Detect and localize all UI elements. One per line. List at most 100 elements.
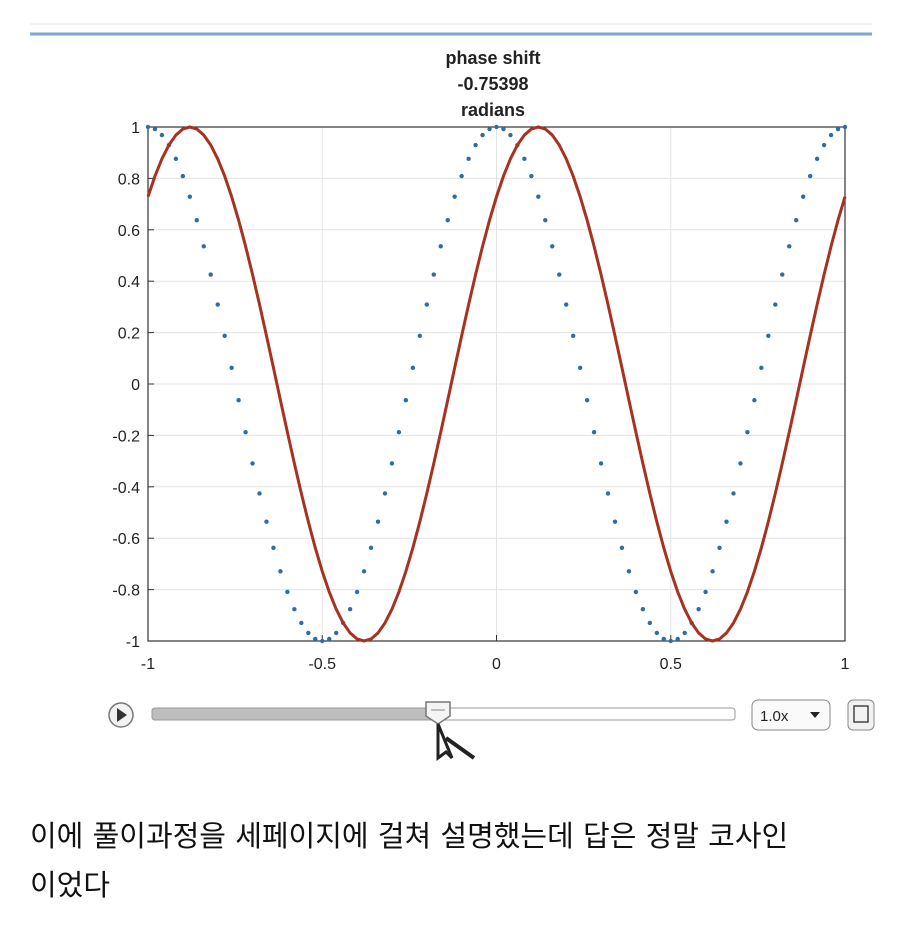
x-tick-label: 0.5 [660,656,682,673]
data-dot [229,365,234,371]
data-dot [236,397,241,403]
data-line [146,125,847,643]
y-tick-label: -0.2 [112,428,140,445]
data-dot [828,132,834,138]
y-tick-label: 0 [131,377,140,394]
play-icon [117,708,127,722]
y-tick-label: 1 [131,120,140,137]
y-tick-label: 0.2 [118,326,140,343]
data-dot [389,461,395,466]
data-dot [731,491,736,496]
data-dot [194,217,199,223]
data-dot [333,630,339,636]
data-dot [724,519,729,524]
data-dot [557,272,562,277]
data-dot [368,545,374,551]
player-bar: 1.0x [108,699,875,761]
data-dot [145,124,151,130]
data-dot [584,397,590,403]
data-dot [591,429,597,435]
export-button[interactable] [847,699,875,731]
data-dot [794,217,799,223]
x-tick-label: 0 [492,656,501,673]
dropdown-arrow [810,712,820,718]
data-dot [396,429,402,435]
data-dot [814,156,820,161]
data-dot [494,124,499,130]
data-dot [222,333,227,339]
data-dot [738,461,743,466]
y-tick-label: -0.4 [112,480,140,497]
data-dot [598,461,604,466]
caption: 이에 풀이과정을 세페이지에 걸쳐 설명했는데 답은 정말 코사인 이었다 [30,812,890,910]
data-dot [564,302,569,307]
data-dot [152,126,158,132]
y-tick-label: 0.4 [118,274,140,291]
mouse-cursor [436,723,454,761]
data-dot [438,244,443,249]
data-dot [424,302,429,307]
data-dot [327,636,332,642]
speed-dropdown[interactable] [751,699,831,731]
data-dot [759,365,764,371]
export-icon [853,705,869,723]
data-dot [480,132,485,138]
data-dot [570,333,576,339]
data-dot [473,142,478,148]
data-dot [180,173,186,179]
data-dot [619,545,625,551]
data-dot [403,397,409,403]
data-dot [745,429,750,435]
data-dot [173,156,179,161]
data-dot [347,607,353,612]
data-dot [278,569,283,574]
data-dot [299,620,304,626]
data-dot [668,638,673,644]
x-tick-label: -1 [141,656,155,673]
data-dot [605,491,611,496]
data-dot [320,638,325,644]
data-dot [696,607,701,612]
y-tick-label: -1 [126,634,140,651]
screenshot: phase shift -0.75398 radians -1 -0.8 -0.6 -0.4… [30,23,875,761]
data-dot [487,126,492,132]
data-dot [285,589,290,595]
data-dot [187,194,193,199]
plot: phase shift -0.75398 radians -1 -0.8 -0.6 -0.4… [112,48,849,673]
data-dot [550,244,555,249]
mouse-cursor-tail [444,736,476,760]
data-dot [807,173,813,179]
data-dot [640,607,646,612]
data-dot [835,126,841,132]
data-dot [529,173,534,179]
y-tick-label: 0.6 [118,223,140,240]
speed-label: 1.0x [760,708,789,725]
data-dot [159,132,165,138]
data-dot [654,630,660,636]
caption-line: 이었다 [30,868,111,902]
data-dot [703,589,708,595]
data-dot [306,630,311,636]
data-dot [773,302,778,307]
data-dot [717,545,722,551]
slider-progress [151,707,439,721]
data-dot [787,244,792,249]
chart-title: -0.75398 [457,74,528,94]
data-dot [821,142,827,148]
caption-line: 이에 풀이과정을 세페이지에 걸쳐 설명했는데 답은 정말 코사인 [30,819,789,853]
data-dot [752,397,757,403]
data-dot [501,126,506,132]
data-dot [354,589,360,595]
data-dot [250,461,255,466]
data-dot [508,132,513,138]
data-dot [410,365,416,371]
data-dot [361,569,367,574]
data-dot [264,519,269,524]
y-tick-label: 0.8 [118,171,140,188]
data-dot [633,589,639,595]
slider-thumb[interactable] [425,701,451,725]
x-tick-label: 1 [841,656,850,673]
data-dot [780,272,785,277]
